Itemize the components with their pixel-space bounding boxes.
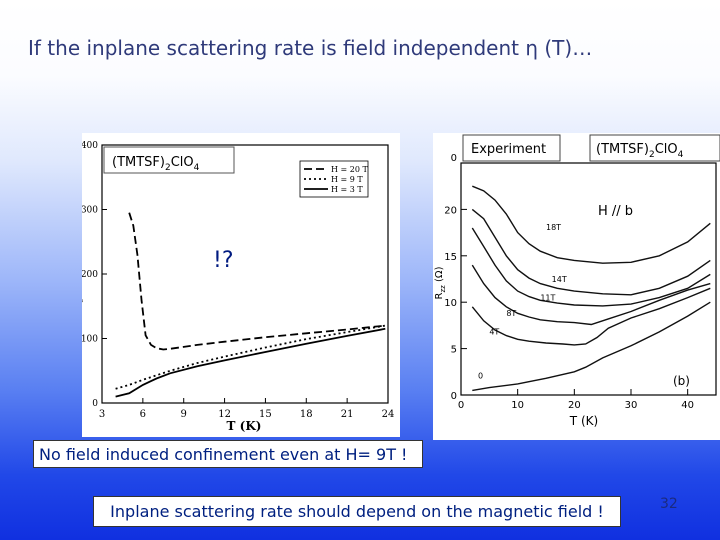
page-number: 32 (660, 496, 678, 512)
right-series-label: 11T (540, 293, 555, 302)
right-series-label: 8T (506, 309, 516, 318)
left-y-tick-label: 100 (82, 335, 98, 345)
right-y-tick-label: 5 (451, 345, 457, 356)
right-x-tick-label: 0 (458, 400, 464, 411)
right-y-tick-label: 20 (444, 205, 457, 216)
left-series-line-2 (115, 327, 386, 398)
right-series-label: 14T (552, 275, 567, 284)
left-y-tick-label: 200 (82, 270, 98, 280)
left-x-tick-label: 12 (218, 409, 231, 420)
right-series-label: 0 (478, 371, 483, 380)
left-x-tick-label: 18 (300, 409, 313, 420)
right-series-line-0 (472, 185, 711, 264)
right-series-line-4 (471, 287, 711, 346)
left-legend-entry: H = 9 T (331, 175, 363, 184)
right-y-tick-label: 10 (444, 298, 457, 309)
right-compound-label-box (589, 134, 720, 162)
left-x-axis-label: T (K) (227, 419, 262, 433)
right-x-tick-label: 20 (568, 400, 581, 411)
left-x-tick-label: 21 (341, 409, 354, 420)
right-series-line-5 (472, 301, 711, 392)
left-x-tick-label: 24 (382, 409, 395, 420)
panel-tag: (b) (673, 374, 690, 388)
left-y-tick-label: 0 (92, 399, 98, 409)
right-x-tick-label: 40 (681, 400, 694, 411)
right-compound-label: (TMTSF)2ClO4 (596, 142, 684, 160)
right-x-tick-label: 10 (511, 400, 524, 411)
right-chart-panel: 0 5 10 15 20 0 10 20 30 40 18T 14T 11T 8T 4T 0 0 Rzz … (433, 133, 720, 440)
question-mark-annotation: !? (213, 248, 234, 273)
experiment-label-box (462, 134, 561, 162)
right-series-line-1 (471, 208, 711, 296)
left-series-line-0 (128, 212, 386, 351)
confinement-note: No field induced confinement even at H= … (33, 440, 423, 468)
rzz-vs-temperature-chart: 0 5 10 15 20 0 10 20 30 40 18T 14T 11T 8T 4T 0 0 Rzz … (434, 134, 720, 428)
right-series-line-2 (471, 227, 711, 307)
left-x-tick-label: 6 (140, 409, 146, 420)
left-x-tick-label: 9 (181, 409, 187, 420)
slide-title: If the inplane scattering rate is field … (28, 36, 593, 60)
left-y-tick-label: 300 (82, 206, 98, 216)
right-y-axis-label: Rzz (Ω) (434, 266, 447, 299)
left-series-line-1 (115, 324, 386, 390)
right-series-label: 4T (489, 328, 499, 337)
right-series-label: 18T (546, 223, 561, 232)
scattering-rate-note: Inplane scattering rate should depend on… (93, 496, 621, 527)
left-legend-entry: H = 20 T (331, 165, 368, 174)
right-y-tick-label: 0 (451, 391, 457, 402)
left-y-tick-label: 400 (82, 141, 98, 151)
right-plot-frame (460, 162, 717, 396)
left-legend-box (299, 160, 369, 198)
field-direction-label: H // b (598, 204, 633, 219)
left-compound-label: (TMTSF)2ClO4 (112, 155, 200, 173)
right-series-line-3 (471, 264, 711, 326)
right-top-axis-label: 0 (451, 153, 457, 164)
left-x-tick-label: 15 (259, 409, 272, 420)
right-y-tick-label: 15 (444, 252, 457, 263)
experiment-label: Experiment (471, 142, 546, 157)
left-compound-label-box (103, 146, 235, 174)
left-legend-entry: H = 3 T (331, 185, 363, 194)
left-chart-legend: H = 20 TH = 9 TH = 3 T (299, 160, 369, 198)
left-x-tick-label: 3 (99, 409, 105, 420)
right-x-axis-label: T (K) (569, 414, 598, 428)
right-x-tick-label: 30 (625, 400, 638, 411)
